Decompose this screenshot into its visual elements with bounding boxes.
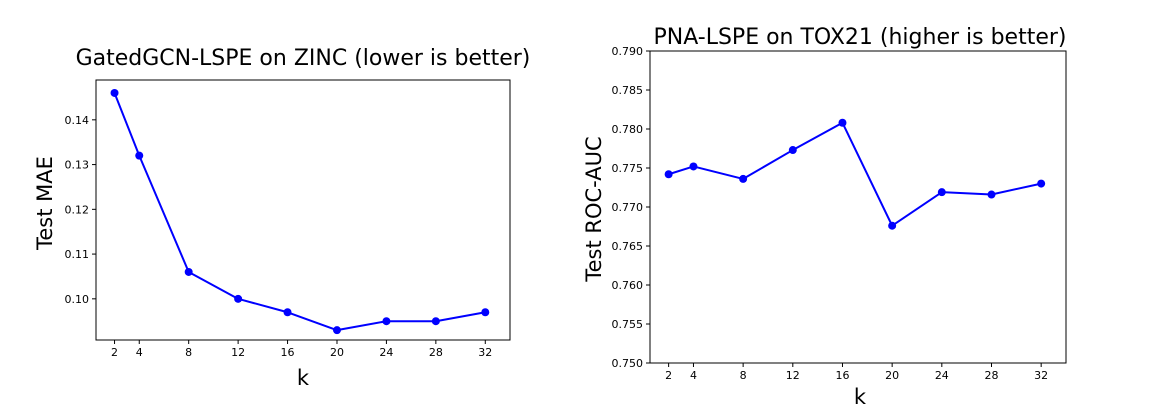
chart-zinc: GatedGCN-LSPE on ZINC (lower is better) … (33, 46, 530, 390)
data-point (110, 88, 119, 97)
data-point (838, 118, 847, 127)
plot-frame (95, 79, 511, 341)
y-tick-label: 0.780 (612, 123, 644, 136)
data-point (431, 317, 440, 326)
x-tick-label: 28 (984, 369, 998, 382)
data-point (987, 190, 996, 199)
x-tick-label: 2 (665, 369, 672, 382)
data-point (664, 170, 673, 179)
data-point (739, 174, 748, 183)
plot-frame (649, 50, 1067, 364)
x-tick-label: 20 (885, 369, 899, 382)
chart-title: GatedGCN-LSPE on ZINC (lower is better) (76, 46, 531, 71)
x-tick-label: 24 (935, 369, 949, 382)
y-tick-label: 0.765 (612, 240, 644, 253)
data-point (382, 317, 391, 326)
data-point (788, 146, 797, 155)
y-tick-label: 0.12 (65, 203, 90, 216)
series-line (668, 121, 1042, 227)
x-tick-label: 4 (690, 369, 697, 382)
series-group (110, 88, 490, 335)
data-point (184, 267, 193, 276)
data-point (481, 308, 490, 317)
data-point (1037, 179, 1046, 188)
y-tick-label: 0.10 (65, 293, 90, 306)
y-tick-label: 0.13 (65, 159, 90, 172)
x-axis-label: k (854, 385, 867, 409)
data-point (888, 221, 897, 230)
y-tick-label: 0.760 (612, 279, 644, 292)
y-tick-label: 0.790 (612, 45, 644, 58)
x-tick-label: 32 (478, 346, 492, 359)
x-tick-label: 4 (136, 346, 143, 359)
y-tick-label: 0.770 (612, 201, 644, 214)
data-point (689, 162, 698, 171)
data-point (234, 294, 243, 303)
y-tick-label: 0.750 (612, 357, 644, 370)
x-tick-label: 2 (111, 346, 118, 359)
x-tick-label: 20 (330, 346, 344, 359)
data-point (135, 151, 144, 160)
x-tick-label: 32 (1034, 369, 1048, 382)
x-ticks: 2 4 8 12 16 20 24 28 32 (111, 340, 492, 359)
x-tick-label: 24 (379, 346, 393, 359)
data-point (937, 188, 946, 197)
y-tick-label: 0.755 (612, 318, 644, 331)
y-tick-label: 0.785 (612, 84, 644, 97)
y-ticks: 0.750 0.755 0.760 0.765 0.770 0.775 0.780 0.785… (612, 45, 650, 370)
x-tick-label: 16 (281, 346, 295, 359)
x-tick-label: 16 (835, 369, 849, 382)
x-tick-label: 28 (429, 346, 443, 359)
y-tick-label: 0.14 (65, 114, 90, 127)
x-axis-label: k (297, 366, 310, 390)
y-tick-label: 0.11 (65, 248, 90, 261)
y-axis-label: Test ROC-AUC (582, 136, 606, 282)
x-tick-label: 12 (231, 346, 245, 359)
x-tick-label: 8 (185, 346, 192, 359)
series-line (113, 92, 486, 332)
x-tick-label: 8 (740, 369, 747, 382)
chart-tox21: PNA-LSPE on TOX21 (higher is better) k T… (582, 25, 1067, 409)
x-ticks: 2 4 8 12 16 20 24 28 32 (665, 363, 1048, 382)
x-tick-label: 12 (786, 369, 800, 382)
series-group (664, 118, 1046, 230)
y-axis-label: Test MAE (33, 156, 57, 251)
data-point (283, 308, 292, 317)
y-ticks: 0.10 0.11 0.12 0.13 0.14 (65, 114, 96, 306)
data-point (332, 326, 341, 335)
chart-title: PNA-LSPE on TOX21 (higher is better) (653, 25, 1066, 50)
y-tick-label: 0.775 (612, 162, 644, 175)
